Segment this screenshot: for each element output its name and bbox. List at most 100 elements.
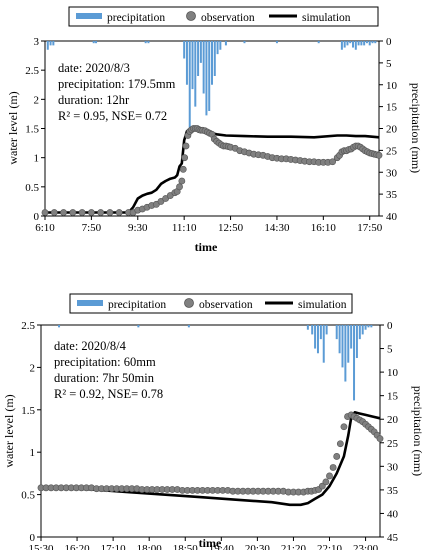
legend-observation-label: observation <box>199 299 253 311</box>
right-tick-label: 15 <box>386 102 398 114</box>
left-tick-label: 1 <box>34 153 40 165</box>
observation-point <box>333 453 341 460</box>
precipitation-bar <box>275 41 278 44</box>
x-axis-ticks: 15:30 16:20 17:10 18:00 18:50 19:40 20:30 21:20… <box>28 537 379 550</box>
x-tick-label: 7:50 <box>82 222 102 234</box>
right-tick-label: 20 <box>386 124 398 136</box>
precipitation-bar <box>374 41 377 44</box>
annotation-date: date: 2020/8/4 <box>54 339 127 353</box>
left-tick-label: 1.5 <box>25 124 39 136</box>
precipitation-bar <box>360 41 363 46</box>
precipitation-bar <box>92 41 95 44</box>
observation-point <box>181 154 189 162</box>
x-tick-label: 14:30 <box>264 222 290 234</box>
right-tick-label: 30 <box>387 461 399 473</box>
observation-point <box>50 209 58 216</box>
observation-point <box>78 209 86 216</box>
observation-point <box>106 209 114 216</box>
legend: precipitation observation simulation <box>69 293 353 314</box>
left-axis-ticks: 0 0.5 1 1.5 2 2.5 <box>21 320 41 544</box>
precipitation-bar <box>52 41 55 46</box>
simulation-line <box>40 411 381 507</box>
precipitation-bar <box>306 325 309 330</box>
left-tick-label: 0.5 <box>25 182 39 194</box>
x-tick-label: 15:30 <box>28 543 54 550</box>
precipitation-bar <box>95 41 98 44</box>
precipitation-bar <box>183 41 186 59</box>
precipitation-bar <box>358 325 361 340</box>
x-axis-ticks: 6:10 7:50 9:30 11:10 12:50 14:30 16:10 17:50 <box>35 216 383 234</box>
y-axis-right-label: precipitation (mm) <box>409 83 423 173</box>
left-axis-ticks: 0 0.5 1 1.5 2 2.5 3 <box>25 36 45 223</box>
precipitation-bar <box>364 325 367 330</box>
x-tick-label: 17:50 <box>357 222 383 234</box>
left-tick-label: 2 <box>34 94 40 106</box>
observation-point <box>340 423 348 431</box>
precipitation-bar <box>363 41 366 46</box>
precipitation-bar <box>341 325 344 368</box>
left-tick-label: 0.5 <box>21 490 35 502</box>
x-axis-label: time <box>199 536 222 550</box>
precipitation-bar <box>325 325 328 335</box>
precipitation-bar <box>316 325 319 354</box>
precipitation-bar <box>344 325 347 382</box>
annotation-duration: duration: 12hr <box>58 93 130 107</box>
x-tick-label: 18:00 <box>137 543 163 550</box>
right-tick-label: 0 <box>386 36 392 48</box>
right-tick-label: 0 <box>387 320 393 332</box>
right-axis-ticks: 0 5 10 15 20 25 30 35 40 45 <box>380 320 399 544</box>
precipitation-bar <box>349 41 352 44</box>
precipitation-bar <box>368 41 371 46</box>
right-tick-label: 40 <box>387 508 399 520</box>
precipitation-bar <box>354 41 357 50</box>
precipitation-bar <box>205 41 208 116</box>
precipitation-bar <box>352 41 355 48</box>
x-tick-label: 9:30 <box>128 222 148 234</box>
precipitation-bar <box>343 41 346 48</box>
precipitation-bar <box>213 41 216 76</box>
right-tick-label: 45 <box>387 532 399 544</box>
right-tick-label: 40 <box>386 211 398 223</box>
observation-series <box>41 125 383 216</box>
precipitation-bar <box>367 325 370 328</box>
left-tick-label: 2.5 <box>25 65 39 77</box>
precipitation-bar <box>194 41 197 107</box>
observation-point <box>69 209 77 216</box>
precipitation-bar <box>202 41 205 94</box>
right-axis-ticks: 0 5 10 15 20 25 30 35 40 <box>379 36 398 223</box>
plot-frame <box>40 324 381 538</box>
chart-2020-8-3: precipitation observation simulation 0 0.… <box>6 6 423 254</box>
legend-precipitation-label: precipitation <box>108 299 166 311</box>
right-tick-label: 25 <box>386 145 398 157</box>
precipitation-bar <box>322 325 325 363</box>
precipitation-bar <box>216 41 219 55</box>
observation-point <box>41 209 49 216</box>
precipitation-bar <box>208 41 211 111</box>
observation-point <box>178 177 186 185</box>
x-tick-label: 17:10 <box>101 543 127 550</box>
x-tick-label: 22:10 <box>317 543 343 550</box>
right-tick-label: 35 <box>386 189 398 201</box>
legend-precipitation-label: precipitation <box>107 12 165 24</box>
right-tick-label: 35 <box>387 485 399 497</box>
annotation-precipitation: precipitation: 60mm <box>54 355 156 369</box>
precipitation-bar <box>49 41 52 46</box>
observation-point <box>326 472 333 480</box>
precipitation-bar <box>338 325 341 354</box>
precipitation-bar <box>191 41 194 90</box>
annotation-date: date: 2020/8/3 <box>58 61 130 75</box>
precipitation-bars <box>46 41 377 129</box>
precipitation-bar <box>361 325 364 335</box>
observation-point <box>97 209 105 216</box>
observation-point <box>179 165 187 173</box>
precipitation-bar <box>371 41 374 44</box>
observation-point <box>60 209 67 216</box>
y-axis-left-label: water level (m) <box>6 91 20 164</box>
precipitation-bar <box>346 41 349 46</box>
observation-point <box>336 440 344 448</box>
annotation-precipitation: precipitation: 179.5mm <box>58 77 176 91</box>
legend-box <box>69 293 353 314</box>
precipitation-bar <box>147 41 150 44</box>
x-tick-label: 18:50 <box>173 543 199 550</box>
precipitation-bar <box>347 325 350 363</box>
